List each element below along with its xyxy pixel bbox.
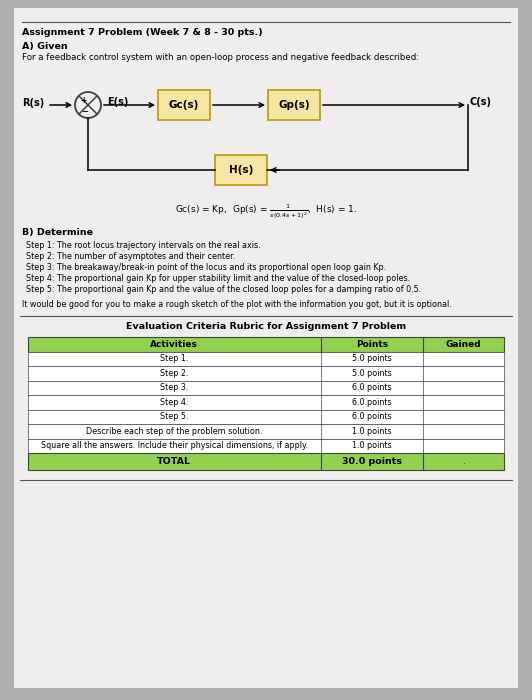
Text: Step 4.: Step 4.: [160, 398, 188, 407]
Text: H(s): H(s): [229, 165, 253, 175]
FancyBboxPatch shape: [28, 366, 504, 381]
FancyBboxPatch shape: [158, 90, 210, 120]
Text: For a feedback control system with an open-loop process and negative feedback de: For a feedback control system with an op…: [22, 53, 419, 62]
Text: Step 4: The proportional gain Kp for upper stability limit and the value of the : Step 4: The proportional gain Kp for upp…: [26, 274, 410, 283]
Text: Describe each step of the problem solution.: Describe each step of the problem soluti…: [86, 427, 263, 435]
FancyBboxPatch shape: [28, 337, 504, 351]
Text: 5.0 points: 5.0 points: [352, 354, 392, 363]
Text: Step 1: The root locus trajectory intervals on the real axis.: Step 1: The root locus trajectory interv…: [26, 241, 261, 250]
Text: It would be good for you to make a rough sketch of the plot with the information: It would be good for you to make a rough…: [22, 300, 452, 309]
Text: A) Given: A) Given: [22, 42, 68, 51]
Text: Gained: Gained: [446, 340, 481, 349]
Text: B) Determine: B) Determine: [22, 228, 93, 237]
FancyBboxPatch shape: [268, 90, 320, 120]
FancyBboxPatch shape: [28, 381, 504, 395]
Text: Assignment 7 Problem (Week 7 & 8 - 30 pts.): Assignment 7 Problem (Week 7 & 8 - 30 pt…: [22, 28, 263, 37]
Text: Step 5: The proportional gain Kp and the value of the closed loop poles for a da: Step 5: The proportional gain Kp and the…: [26, 285, 421, 294]
Text: 6.0 points: 6.0 points: [352, 384, 392, 392]
Text: 6.0 points: 6.0 points: [352, 398, 392, 407]
FancyBboxPatch shape: [28, 453, 504, 470]
Text: Gc(s) = Kp,  Gp(s) = $\frac{1}{s(0.4s + 1)^2}$,  H(s) = 1.: Gc(s) = Kp, Gp(s) = $\frac{1}{s(0.4s + 1…: [175, 202, 357, 221]
Text: Step 3: The breakaway/break-in point of the locus and its proportional open loop: Step 3: The breakaway/break-in point of …: [26, 263, 386, 272]
Text: Step 5.: Step 5.: [160, 412, 189, 421]
Text: Gc(s): Gc(s): [169, 100, 199, 110]
Text: TOTAL: TOTAL: [157, 457, 192, 466]
Text: Evaluation Criteria Rubric for Assignment 7 Problem: Evaluation Criteria Rubric for Assignmen…: [126, 322, 406, 331]
Text: Step 2: The number of asymptotes and their center.: Step 2: The number of asymptotes and the…: [26, 252, 235, 261]
FancyBboxPatch shape: [28, 351, 504, 366]
Text: Gp(s): Gp(s): [278, 100, 310, 110]
FancyBboxPatch shape: [28, 438, 504, 453]
Text: 1.0 points: 1.0 points: [352, 427, 392, 435]
Text: .: .: [462, 457, 465, 466]
Text: Points: Points: [356, 340, 388, 349]
Text: C(s): C(s): [470, 97, 492, 107]
Text: Step 2.: Step 2.: [160, 369, 189, 378]
Text: E(s): E(s): [107, 97, 128, 107]
FancyBboxPatch shape: [14, 8, 518, 688]
Text: −: −: [81, 107, 88, 116]
Text: R(s): R(s): [22, 98, 44, 108]
Text: 5.0 points: 5.0 points: [352, 369, 392, 378]
Text: Activities: Activities: [151, 340, 198, 349]
Text: Step 1.: Step 1.: [160, 354, 188, 363]
Text: 30.0 points: 30.0 points: [342, 457, 402, 466]
FancyBboxPatch shape: [28, 410, 504, 424]
Text: +: +: [80, 96, 86, 105]
FancyBboxPatch shape: [28, 424, 504, 438]
FancyBboxPatch shape: [28, 395, 504, 409]
Text: 1.0 points: 1.0 points: [352, 441, 392, 450]
Text: 6.0 points: 6.0 points: [352, 412, 392, 421]
Text: Step 3.: Step 3.: [160, 384, 188, 392]
Text: Square all the answers. Include their physical dimensions, if apply.: Square all the answers. Include their ph…: [41, 441, 308, 450]
FancyBboxPatch shape: [215, 155, 267, 185]
